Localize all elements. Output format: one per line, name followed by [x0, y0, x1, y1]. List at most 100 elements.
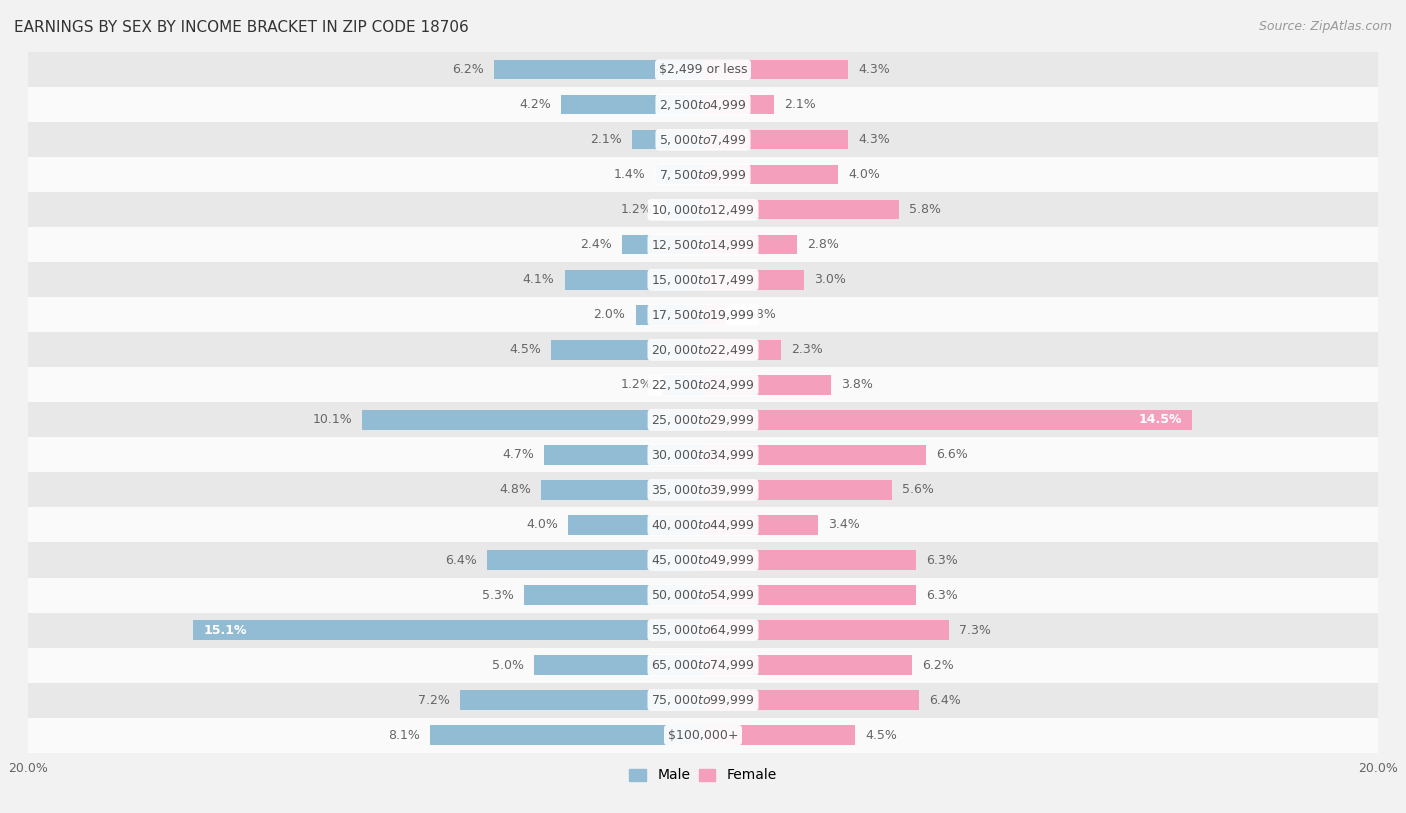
Text: 1.4%: 1.4% [614, 168, 645, 181]
Text: $65,000 to $74,999: $65,000 to $74,999 [651, 658, 755, 672]
Bar [541, 480, 703, 500]
Text: 6.2%: 6.2% [922, 659, 955, 672]
Text: $10,000 to $12,499: $10,000 to $12,499 [651, 203, 755, 217]
Text: $12,500 to $14,999: $12,500 to $14,999 [651, 238, 755, 252]
Bar [703, 130, 848, 150]
Text: $7,500 to $9,999: $7,500 to $9,999 [659, 167, 747, 182]
Text: 2.4%: 2.4% [581, 238, 612, 251]
Text: 6.3%: 6.3% [925, 589, 957, 602]
Text: $40,000 to $44,999: $40,000 to $44,999 [651, 518, 755, 532]
Text: 4.3%: 4.3% [858, 133, 890, 146]
Text: Source: ZipAtlas.com: Source: ZipAtlas.com [1258, 20, 1392, 33]
Bar [460, 690, 703, 710]
Bar [363, 411, 703, 429]
Bar [565, 270, 703, 289]
Bar [703, 376, 831, 394]
Bar [194, 620, 703, 640]
Bar [662, 376, 703, 394]
Text: 6.2%: 6.2% [451, 63, 484, 76]
Bar [28, 263, 1378, 298]
Text: 15.1%: 15.1% [204, 624, 247, 637]
Bar [561, 95, 703, 115]
Text: 4.8%: 4.8% [499, 484, 531, 497]
Bar [486, 550, 703, 570]
Text: 5.3%: 5.3% [482, 589, 515, 602]
Text: 6.6%: 6.6% [936, 449, 967, 462]
Legend: Male, Female: Male, Female [624, 763, 782, 788]
Bar [703, 165, 838, 185]
Text: $55,000 to $64,999: $55,000 to $64,999 [651, 623, 755, 637]
Bar [703, 341, 780, 359]
Bar [28, 87, 1378, 122]
Text: 6.4%: 6.4% [929, 693, 960, 706]
Bar [621, 235, 703, 254]
Text: 10.1%: 10.1% [312, 414, 352, 427]
Text: $75,000 to $99,999: $75,000 to $99,999 [651, 693, 755, 707]
Bar [703, 690, 920, 710]
Text: $45,000 to $49,999: $45,000 to $49,999 [651, 553, 755, 567]
Bar [28, 612, 1378, 647]
Bar [703, 305, 725, 324]
Bar [703, 655, 912, 675]
Text: 4.2%: 4.2% [519, 98, 551, 111]
Text: 5.8%: 5.8% [908, 203, 941, 216]
Text: 2.1%: 2.1% [785, 98, 815, 111]
Text: 2.3%: 2.3% [790, 343, 823, 356]
Text: $100,000+: $100,000+ [668, 728, 738, 741]
Text: 0.68%: 0.68% [737, 308, 776, 321]
Bar [28, 158, 1378, 193]
Text: 4.0%: 4.0% [526, 519, 558, 532]
Bar [28, 437, 1378, 472]
Bar [28, 577, 1378, 612]
Text: $5,000 to $7,499: $5,000 to $7,499 [659, 133, 747, 147]
Text: 1.2%: 1.2% [620, 203, 652, 216]
Bar [703, 480, 891, 500]
Text: 7.2%: 7.2% [418, 693, 450, 706]
Bar [28, 507, 1378, 542]
Text: 3.4%: 3.4% [828, 519, 859, 532]
Bar [28, 683, 1378, 718]
Bar [534, 655, 703, 675]
Text: 3.0%: 3.0% [814, 273, 846, 286]
Bar [703, 200, 898, 220]
Text: 14.5%: 14.5% [1139, 414, 1182, 427]
Bar [703, 550, 915, 570]
Text: 4.5%: 4.5% [509, 343, 541, 356]
Text: 6.4%: 6.4% [446, 554, 477, 567]
Bar [703, 235, 797, 254]
Text: 5.6%: 5.6% [903, 484, 934, 497]
Bar [28, 472, 1378, 507]
Bar [655, 165, 703, 185]
Bar [703, 620, 949, 640]
Text: 4.5%: 4.5% [865, 728, 897, 741]
Bar [28, 228, 1378, 263]
Bar [28, 542, 1378, 577]
Text: $50,000 to $54,999: $50,000 to $54,999 [651, 588, 755, 602]
Text: 4.7%: 4.7% [502, 449, 534, 462]
Bar [544, 446, 703, 464]
Bar [28, 298, 1378, 333]
Text: 2.0%: 2.0% [593, 308, 626, 321]
Bar [430, 725, 703, 745]
Bar [551, 341, 703, 359]
Bar [703, 95, 773, 115]
Bar [28, 647, 1378, 683]
Text: 6.3%: 6.3% [925, 554, 957, 567]
Bar [28, 718, 1378, 753]
Bar [494, 60, 703, 80]
Bar [28, 52, 1378, 87]
Bar [28, 193, 1378, 228]
Text: $35,000 to $39,999: $35,000 to $39,999 [651, 483, 755, 497]
Bar [703, 270, 804, 289]
Bar [662, 200, 703, 220]
Text: $20,000 to $22,499: $20,000 to $22,499 [651, 343, 755, 357]
Text: 7.3%: 7.3% [959, 624, 991, 637]
Text: 4.0%: 4.0% [848, 168, 880, 181]
Bar [633, 130, 703, 150]
Text: 2.8%: 2.8% [807, 238, 839, 251]
Text: 1.2%: 1.2% [620, 378, 652, 391]
Bar [703, 60, 848, 80]
Bar [703, 725, 855, 745]
Text: EARNINGS BY SEX BY INCOME BRACKET IN ZIP CODE 18706: EARNINGS BY SEX BY INCOME BRACKET IN ZIP… [14, 20, 468, 35]
Bar [703, 446, 925, 464]
